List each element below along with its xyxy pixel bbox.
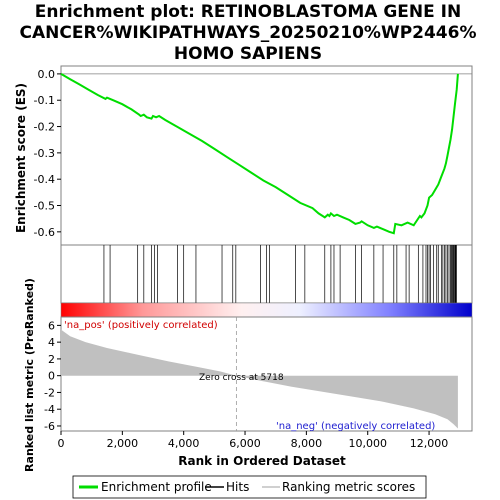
es-profile-line bbox=[60, 73, 459, 235]
es-y-tick-label: -0.5 bbox=[34, 200, 55, 213]
legend-box bbox=[72, 475, 427, 499]
chart-title-line-3: HOMO SAPIENS bbox=[174, 44, 322, 64]
hits-marks bbox=[103, 245, 458, 303]
ranked-metric-area bbox=[61, 329, 458, 429]
x-tick-label: 6,000 bbox=[229, 437, 261, 450]
ranked-metric-y-axis: 6 4 2 0 -2 -4 -6 bbox=[44, 319, 61, 433]
neg-correlated-label: 'na_neg' (negatively correlated) bbox=[276, 421, 435, 432]
legend-label-hits: Hits bbox=[226, 480, 249, 494]
metric-y-tick-label: -2 bbox=[44, 386, 55, 399]
es-panel: 0.0 -0.1 -0.2 -0.3 -0.4 -0.5 -0.6 Enrichment s… bbox=[14, 65, 473, 246]
legend-label-enrichment: Enrichment profile bbox=[101, 480, 212, 494]
es-y-tick-label: -0.3 bbox=[34, 147, 55, 160]
metric-y-tick-label: 0 bbox=[48, 370, 55, 383]
metric-y-tick-label: 6 bbox=[48, 319, 55, 332]
es-axis: 0.0 -0.1 -0.2 -0.3 -0.4 -0.5 -0.6 bbox=[34, 68, 61, 239]
pos-correlated-label: 'na_pos' (positively correlated) bbox=[64, 320, 218, 331]
es-y-axis-label: Enrichment score (ES) bbox=[14, 83, 28, 233]
es-y-tick-label: -0.4 bbox=[34, 173, 55, 186]
es-y-tick-label: -0.1 bbox=[34, 94, 55, 107]
metric-y-tick-label: 4 bbox=[48, 336, 55, 349]
x-tick-label: 8,000 bbox=[291, 437, 323, 450]
legend-label-ranking: Ranking metric scores bbox=[282, 480, 415, 494]
x-tick-label: 0 bbox=[58, 437, 65, 450]
hits-panel bbox=[60, 244, 473, 304]
x-axis-label: Rank in Ordered Dataset bbox=[178, 454, 346, 468]
x-tick-label: 12,000 bbox=[410, 437, 449, 450]
rank-x-axis: 0 2,000 4,000 6,000 8,000 10,000 12,000 bbox=[58, 431, 449, 450]
chart-title-line-1: Enrichment plot: RETINOBLASTOMA GENE IN bbox=[35, 2, 461, 22]
es-panel-frame bbox=[60, 65, 473, 246]
zero-cross-label: Zero cross at 5718 bbox=[199, 373, 284, 383]
x-tick-label: 4,000 bbox=[168, 437, 200, 450]
x-tick-label: 2,000 bbox=[107, 437, 139, 450]
es-y-tick-label: -0.6 bbox=[34, 226, 55, 239]
es-y-tick-label: -0.2 bbox=[34, 121, 55, 134]
ranked-metric-y-axis-label: Ranked list metric (PreRanked) bbox=[23, 278, 36, 472]
metric-y-tick-label: -4 bbox=[44, 403, 55, 416]
metric-y-tick-label: -6 bbox=[44, 420, 55, 433]
legend: Enrichment profile Hits Ranking metric s… bbox=[72, 475, 427, 499]
rank-gradient-bar bbox=[60, 302, 473, 318]
es-y-tick-label: 0.0 bbox=[38, 68, 56, 81]
ranked-metric-panel: 6 4 2 0 -2 -4 -6 0 2,000 4,000 6,000 8,000 10,000 12… bbox=[23, 278, 473, 472]
chart-title-line-2: CANCER%WIKIPATHWAYS_20250210%WP2446% bbox=[20, 23, 477, 43]
metric-y-tick-label: 2 bbox=[48, 353, 55, 366]
x-tick-label: 10,000 bbox=[348, 437, 387, 450]
